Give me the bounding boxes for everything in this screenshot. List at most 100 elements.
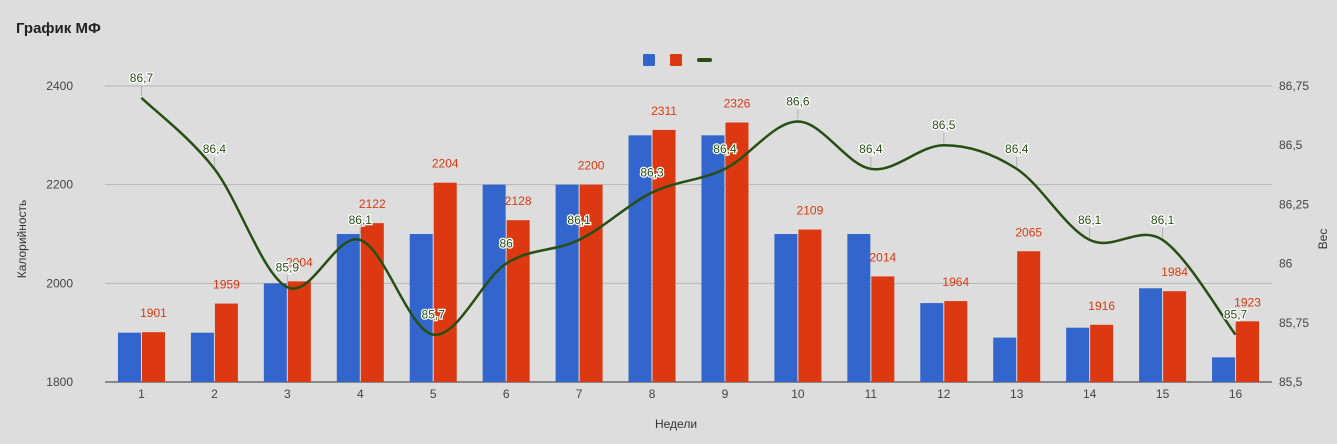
bar-series-2[interactable] — [214, 303, 238, 382]
legend-swatch-series-1[interactable] — [643, 54, 655, 66]
line-data-label: 85,7 — [422, 308, 446, 322]
line-data-label: 86,6 — [786, 95, 810, 109]
line-data-label: 85,9 — [276, 260, 300, 274]
x-tick-label: 13 — [1010, 387, 1024, 401]
x-tick-label: 8 — [649, 387, 656, 401]
line-data-label: 86,4 — [1005, 142, 1029, 156]
line-data-label: 86 — [499, 237, 513, 251]
bar-series-1[interactable] — [993, 337, 1017, 382]
line-data-label: 86,4 — [859, 142, 883, 156]
y-right-tick-label: 86 — [1279, 257, 1293, 271]
bar-data-label: 2200 — [578, 159, 605, 173]
bar-series-2[interactable] — [944, 301, 968, 382]
y-right-tick-label: 86,25 — [1279, 197, 1309, 211]
y-right-tick-label: 86,5 — [1279, 138, 1303, 152]
axes: 180020002200240085,585,758686,2586,586,7… — [15, 79, 1330, 431]
x-tick-label: 6 — [503, 387, 510, 401]
bar-data-label: 2109 — [797, 204, 824, 218]
bar-series-2[interactable] — [1090, 324, 1114, 382]
bar-series-2[interactable] — [579, 184, 603, 382]
y-right-tick-label: 86,75 — [1279, 79, 1309, 93]
bar-series-1[interactable] — [117, 332, 141, 382]
bar-data-label: 1901 — [140, 306, 167, 320]
line-data-label: 86,1 — [349, 213, 373, 227]
bar-data-label: 1984 — [1161, 265, 1188, 279]
x-tick-label: 7 — [576, 387, 583, 401]
bar-series-1[interactable] — [1212, 357, 1236, 382]
x-tick-label: 3 — [284, 387, 291, 401]
bar-series-2[interactable] — [141, 332, 165, 382]
bar-data-label: 2122 — [359, 197, 386, 211]
bar-series-2[interactable] — [360, 223, 384, 382]
x-tick-label: 16 — [1229, 387, 1243, 401]
x-tick-label: 2 — [211, 387, 218, 401]
bar-series-2[interactable] — [652, 129, 676, 382]
y-left-tick-label: 1800 — [46, 375, 73, 389]
line-data-label: 86,1 — [1151, 213, 1175, 227]
legend-swatch-series-2[interactable] — [670, 54, 682, 66]
y-right-tick-label: 85,5 — [1279, 375, 1303, 389]
x-axis-title: Недели — [655, 417, 697, 431]
bar-series-1[interactable] — [482, 184, 506, 382]
weight-line[interactable] — [140, 96, 1237, 336]
bar-data-label: 1923 — [1234, 295, 1261, 309]
bar-series-1[interactable] — [263, 283, 287, 382]
bar-series-2[interactable] — [798, 229, 822, 382]
bar-series-2[interactable] — [871, 276, 895, 382]
y-right-tick-label: 85,75 — [1279, 316, 1309, 330]
x-tick-label: 14 — [1083, 387, 1097, 401]
line-data-label: 86,5 — [932, 118, 956, 132]
line-data-label: 86,3 — [640, 166, 664, 180]
y-left-tick-label: 2200 — [46, 178, 73, 192]
line-data-label: 86,1 — [567, 213, 591, 227]
bar-data-label: 2326 — [724, 97, 751, 111]
bar-series-1[interactable] — [190, 332, 214, 382]
bar-series-1[interactable] — [1066, 327, 1090, 382]
bar-series-1[interactable] — [920, 303, 944, 382]
chart-title: График МФ — [16, 20, 101, 37]
x-tick-label: 1 — [138, 387, 145, 401]
y-left-tick-label: 2000 — [46, 276, 73, 290]
x-tick-label: 12 — [937, 387, 951, 401]
bar-series-1[interactable] — [1139, 288, 1163, 382]
bar-data-label: 2128 — [505, 194, 532, 208]
y-left-tick-label: 2400 — [46, 79, 73, 93]
line-data-label: 86,7 — [130, 71, 154, 85]
bar-series-1[interactable] — [409, 234, 433, 382]
bar-series-2[interactable] — [725, 122, 749, 383]
bar-data-label: 1916 — [1088, 299, 1115, 313]
bar-data-label: 2311 — [651, 104, 677, 118]
bar-data-label: 2014 — [869, 250, 896, 264]
line-data-label: 86,1 — [1078, 213, 1102, 227]
bar-data-label: 1964 — [942, 275, 969, 289]
x-tick-label: 15 — [1156, 387, 1170, 401]
line-data-label: 86,4 — [203, 142, 227, 156]
bar-data-label: 1959 — [213, 278, 240, 292]
data-labels: 1901 1959 2004 2122 2204 2128 2200 2311 2326 2109… — [129, 70, 1261, 333]
bar-data-label: 2004 — [286, 255, 313, 269]
bar-series-2[interactable] — [1163, 291, 1187, 382]
legend[interactable] — [643, 54, 712, 66]
bar-series-2[interactable] — [1236, 321, 1260, 382]
bar-series-1[interactable] — [555, 184, 579, 382]
x-tick-label: 4 — [357, 387, 364, 401]
line-data-label: 85,7 — [1224, 308, 1248, 322]
x-tick-label: 5 — [430, 387, 437, 401]
y-right-axis-title: Вес — [1316, 229, 1330, 250]
weight-line-layer — [140, 96, 1237, 336]
bar-series-2[interactable] — [287, 281, 311, 382]
bar-series-1[interactable] — [847, 234, 871, 382]
x-tick-label: 9 — [722, 387, 729, 401]
bar-series-1[interactable] — [701, 135, 725, 382]
bars — [117, 122, 1260, 383]
bar-series-2[interactable] — [1017, 251, 1041, 382]
bar-series-2[interactable] — [433, 182, 457, 382]
y-left-axis-title: Калорийность — [15, 200, 29, 279]
bar-data-label: 2204 — [432, 157, 459, 171]
bar-series-1[interactable] — [336, 234, 360, 382]
bar-series-1[interactable] — [774, 234, 798, 382]
line-data-label: 86,4 — [713, 142, 737, 156]
x-tick-label: 11 — [865, 387, 878, 401]
x-tick-label: 10 — [791, 387, 805, 401]
